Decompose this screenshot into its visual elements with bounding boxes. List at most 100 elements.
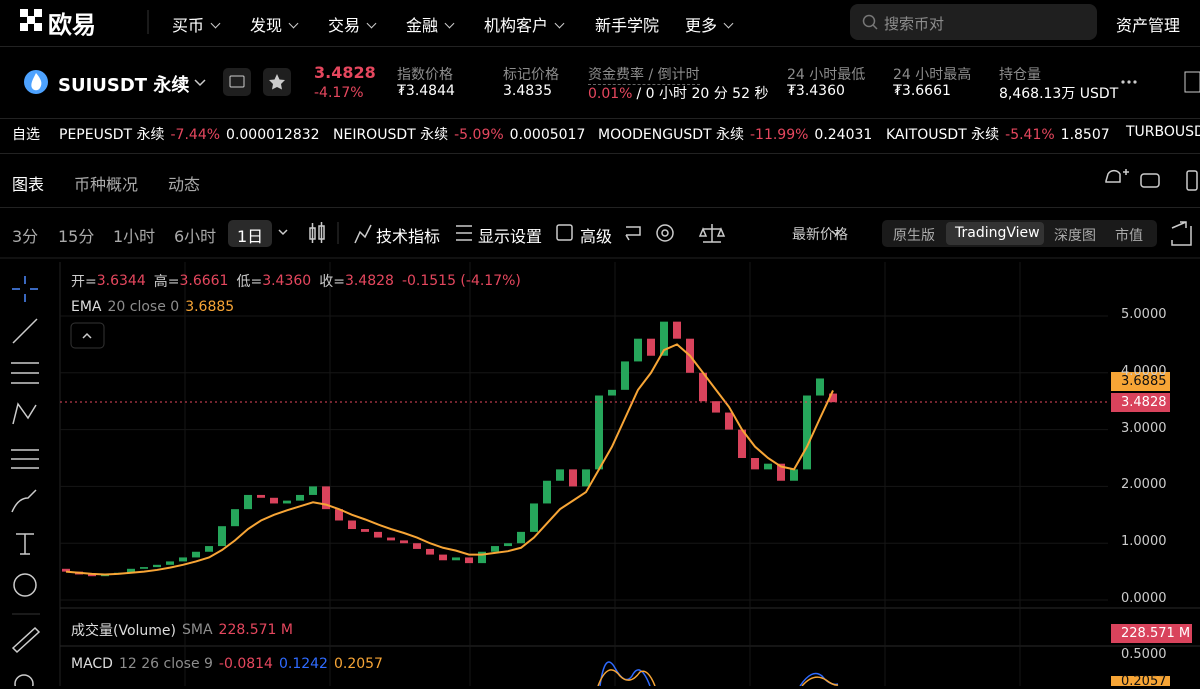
candle [803, 395, 811, 470]
candle [400, 540, 408, 544]
view-option[interactable]: 原生版 [893, 228, 935, 244]
nav-item[interactable]: 发现 [250, 12, 299, 36]
nav-text: 交易 [328, 16, 361, 35]
ruler-tool[interactable] [11, 626, 41, 654]
panel-icon[interactable] [1186, 170, 1198, 191]
nav-item[interactable]: 更多 [685, 12, 734, 36]
tab[interactable]: 币种概况 [74, 175, 139, 194]
toolbar-button[interactable]: 显示设置 [478, 227, 543, 246]
layout-icon[interactable] [1184, 71, 1200, 93]
crosshair-tool[interactable] [12, 276, 38, 302]
macd-tag-text: 0.2057 [1121, 674, 1167, 689]
favorite-item[interactable]: MOODENGUSDT 永续 -11.99% 0.24031 [598, 124, 872, 144]
asset-link[interactable]: 资产管理 [1116, 16, 1181, 35]
tab[interactable]: 动态 [168, 175, 201, 194]
interval-dropdown[interactable] [278, 229, 288, 236]
nav-item[interactable]: 金融 [406, 12, 455, 36]
last-price: 3.4828 [314, 63, 376, 82]
view-option[interactable]: 市值 [1115, 228, 1143, 244]
interval[interactable]: 6小时 [174, 227, 217, 246]
expand-icon[interactable] [1171, 221, 1192, 246]
chevron [723, 18, 734, 29]
price-type[interactable]: 最新价格 [792, 227, 848, 243]
view-option[interactable]: TradingView [955, 225, 1040, 241]
more-icon[interactable] [1121, 80, 1137, 84]
price-type-dropdown[interactable] [831, 230, 841, 237]
fav-change: -7.44% [170, 127, 221, 143]
search-box[interactable] [850, 4, 1097, 40]
stat-value: ₮3.4844 [397, 83, 455, 99]
candle [764, 463, 772, 470]
toolbar-button[interactable]: 高级 [580, 227, 613, 246]
candle [140, 567, 148, 569]
nav-item[interactable]: 买币 [172, 12, 221, 36]
stat-number: ₮3.4360 [787, 83, 845, 99]
balance-icon[interactable] [698, 224, 726, 243]
projection-tool[interactable] [11, 449, 39, 469]
symbol[interactable]: SUIUSDT 永续 [58, 75, 190, 96]
macd-tick-label: 0.5000 [1121, 647, 1167, 662]
text-tool[interactable] [16, 533, 34, 555]
favorite-item[interactable]: TURBOUSDT [1126, 124, 1200, 140]
zoom-tool[interactable] [14, 674, 34, 686]
fib-tool[interactable] [11, 362, 39, 384]
tab[interactable]: 图表 [12, 175, 45, 194]
replay-icon[interactable] [625, 226, 641, 241]
divider [0, 207, 1200, 208]
ema-price-tag [1111, 372, 1170, 391]
candle [322, 486, 330, 510]
favorite-item[interactable]: KAITOUSDT 永续 -5.41% 1.8507 [886, 124, 1110, 144]
candle [647, 338, 655, 356]
book-icon [229, 75, 245, 88]
logo-text[interactable]: 欧易 [48, 11, 96, 39]
view-option[interactable]: 深度图 [1054, 228, 1096, 244]
pattern-tool[interactable] [12, 402, 37, 425]
macd-legend: MACD 12 26 close 9 -0.0814 0.1242 0.2057 [71, 656, 383, 672]
stat-label: 24 小时最高 [893, 67, 972, 83]
nav-text: 买币 [172, 16, 205, 35]
interval[interactable]: 1小时 [113, 227, 156, 246]
candle [556, 469, 564, 481]
toolbar-button[interactable]: 技术指标 [376, 227, 441, 246]
collapse-icon [82, 332, 92, 339]
emoji-tool[interactable] [13, 573, 37, 597]
ema-legend: EMA 20 close 0 3.6885 [71, 299, 234, 315]
legend-value: 3.6661 [179, 273, 229, 289]
candle [712, 401, 720, 413]
trendline-tool[interactable] [12, 318, 38, 344]
interval[interactable]: 1日 [237, 227, 264, 246]
candle-type-icon[interactable] [309, 222, 325, 243]
interval[interactable]: 3分 [12, 227, 39, 246]
book-button[interactable] [223, 68, 251, 96]
search-placeholder[interactable]: 搜索币对 [884, 15, 945, 33]
candle [790, 469, 798, 481]
macd-params: 12 26 close 9 [118, 656, 213, 672]
collapse-button[interactable] [70, 322, 105, 349]
nav-item[interactable]: 新手学院 [595, 12, 659, 36]
favorite-item[interactable]: PEPEUSDT 永续 -7.44% 0.000012832 [59, 124, 320, 144]
nav-item[interactable]: 机构客户 [484, 12, 565, 36]
advanced-icon [556, 224, 573, 241]
nav-item[interactable]: 交易 [328, 12, 377, 36]
favorite-item[interactable]: NEIROUSDT 永续 -5.09% 0.0005017 [333, 124, 585, 144]
volume-tag-text: 228.571 M [1121, 626, 1191, 641]
chevron [210, 18, 221, 29]
fav-symbol: NEIROUSDT 永续 [333, 127, 449, 143]
ema-tag-text: 3.6885 [1121, 374, 1167, 389]
y-tick-label: 0.0000 [1121, 591, 1167, 607]
window-icon[interactable] [1140, 173, 1160, 188]
gear-icon[interactable] [656, 224, 674, 242]
stat-number: 8,468.13万 USDT [999, 86, 1119, 102]
alert-icon[interactable] [1105, 169, 1129, 183]
divider [0, 118, 1200, 119]
fav-change: -5.41% [1005, 127, 1055, 143]
fav-change: -11.99% [749, 127, 809, 143]
interval[interactable]: 15分 [58, 227, 95, 246]
candle [660, 321, 668, 356]
brush-tool[interactable] [11, 489, 37, 513]
fav-symbol: PEPEUSDT 永续 [59, 127, 165, 143]
dropdown-icon[interactable] [194, 79, 206, 87]
nav-text: 机构客户 [484, 16, 549, 35]
macd-hist: -0.0814 [218, 656, 273, 672]
